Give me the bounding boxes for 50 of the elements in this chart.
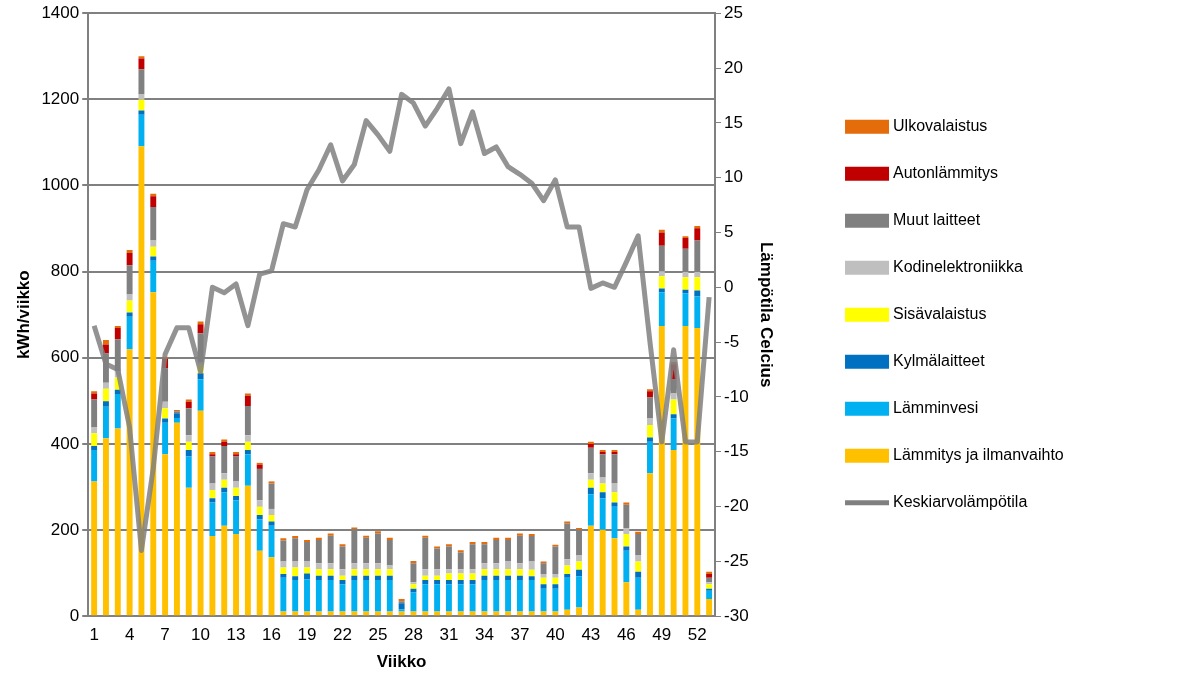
x-axis-title: Viikko (376, 652, 427, 672)
y2-axis-title: Lämpötila Celcius (757, 241, 777, 388)
x-tick-label: 31 (439, 625, 459, 645)
y2-tick-label: 0 (724, 276, 734, 296)
x-tick-label: 52 (687, 625, 707, 645)
x-tick-label: 40 (545, 625, 565, 645)
y-tick-label: 600 (50, 347, 80, 367)
x-tick-label: 16 (262, 625, 281, 645)
y2-tick-label: 20 (724, 57, 743, 77)
x-tick-label: 10 (191, 625, 211, 645)
x-tick-label: 46 (616, 625, 636, 645)
legend-label: Lämminvesi (893, 399, 979, 417)
x-tick-label: 43 (581, 625, 601, 645)
y-tick-label: 1000 (41, 175, 80, 195)
y-tick-label: 0 (69, 605, 80, 625)
y2-tick-label: 15 (724, 112, 743, 132)
y2-tick-label: -20 (724, 496, 749, 516)
x-tick-label: 22 (333, 625, 352, 645)
y2-tick-label: -30 (724, 605, 749, 625)
y2-tick-label: -15 (724, 441, 749, 461)
y2-tick-label: 10 (724, 167, 743, 187)
legend-label: Autonlämmitys (893, 164, 998, 182)
legend-label: Keskiarvolämpötila (893, 493, 1028, 511)
y-tick-label: 1400 (41, 2, 80, 22)
legend-label: Lämmitys ja ilmanvaihto (893, 446, 1064, 464)
legend-label: Sisävalaistus (893, 305, 987, 323)
x-tick-label: 13 (226, 625, 246, 645)
legend-label: Ulkovalaistus (893, 117, 988, 135)
y2-tick-label: -5 (724, 331, 740, 351)
x-tick-label: 1 (89, 625, 99, 645)
legend-label: Kylmälaitteet (893, 352, 986, 370)
y2-tick-label: 5 (724, 222, 734, 242)
y-tick-label: 1200 (41, 89, 80, 109)
y-axis-title: kWh/viikko (13, 270, 33, 360)
x-tick-label: 37 (510, 625, 530, 645)
x-tick-label: 7 (160, 625, 170, 645)
y2-tick-label: 25 (724, 2, 743, 22)
x-tick-label: 28 (403, 625, 423, 645)
x-tick-label: 19 (297, 625, 317, 645)
y2-tick-label: -25 (724, 551, 749, 571)
legend-label: Kodinelektroniikka (893, 258, 1023, 276)
y-tick-label: 200 (50, 519, 80, 539)
x-tick-label: 34 (474, 625, 494, 645)
y-tick-label: 400 (50, 433, 80, 453)
legend-label: Muut laitteet (893, 211, 981, 229)
x-tick-label: 49 (652, 625, 672, 645)
x-tick-label: 25 (368, 625, 388, 645)
x-tick-label: 4 (124, 625, 135, 645)
y2-tick-label: -10 (724, 386, 749, 406)
y-tick-label: 800 (50, 261, 80, 281)
